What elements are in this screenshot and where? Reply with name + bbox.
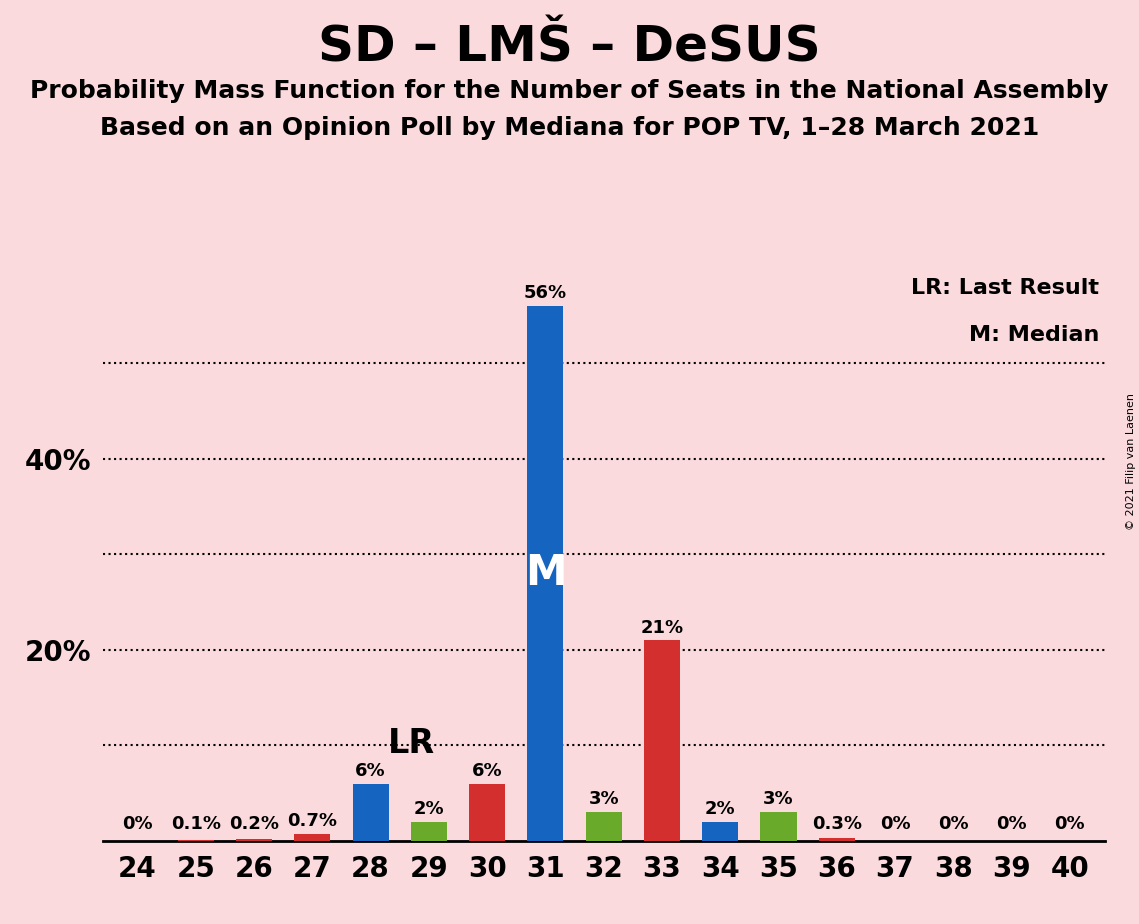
Bar <box>469 784 506 841</box>
Text: M: M <box>525 553 566 594</box>
Text: 3%: 3% <box>589 790 618 808</box>
Text: 21%: 21% <box>640 618 683 637</box>
Bar <box>527 306 564 841</box>
Text: 0%: 0% <box>879 815 910 833</box>
Bar <box>178 840 214 841</box>
Text: Probability Mass Function for the Number of Seats in the National Assembly: Probability Mass Function for the Number… <box>31 79 1108 103</box>
Bar <box>644 640 680 841</box>
Bar <box>585 812 622 841</box>
Text: LR: Last Result: LR: Last Result <box>911 277 1099 298</box>
Text: 6%: 6% <box>355 761 386 780</box>
Text: 0%: 0% <box>1055 815 1085 833</box>
Bar <box>294 834 330 841</box>
Text: 3%: 3% <box>763 790 794 808</box>
Text: 6%: 6% <box>472 761 502 780</box>
Text: 56%: 56% <box>524 285 567 302</box>
Bar <box>761 812 796 841</box>
Text: Based on an Opinion Poll by Mediana for POP TV, 1–28 March 2021: Based on an Opinion Poll by Mediana for … <box>100 116 1039 140</box>
Text: 0.3%: 0.3% <box>812 815 862 833</box>
Text: 2%: 2% <box>705 800 736 818</box>
Text: © 2021 Filip van Laenen: © 2021 Filip van Laenen <box>1126 394 1136 530</box>
Text: 0%: 0% <box>997 815 1027 833</box>
Bar <box>236 839 272 841</box>
Bar <box>819 838 855 841</box>
Text: 0.7%: 0.7% <box>287 812 337 831</box>
Text: 0%: 0% <box>122 815 153 833</box>
Text: SD – LMŠ – DeSUS: SD – LMŠ – DeSUS <box>318 23 821 71</box>
Text: 0.1%: 0.1% <box>171 815 221 833</box>
Text: LR: LR <box>387 726 435 760</box>
Text: 2%: 2% <box>413 800 444 818</box>
Bar <box>702 821 738 841</box>
Text: 0.2%: 0.2% <box>229 815 279 833</box>
Text: M: Median: M: Median <box>968 325 1099 346</box>
Bar <box>411 821 446 841</box>
Bar <box>352 784 388 841</box>
Text: 0%: 0% <box>939 815 968 833</box>
